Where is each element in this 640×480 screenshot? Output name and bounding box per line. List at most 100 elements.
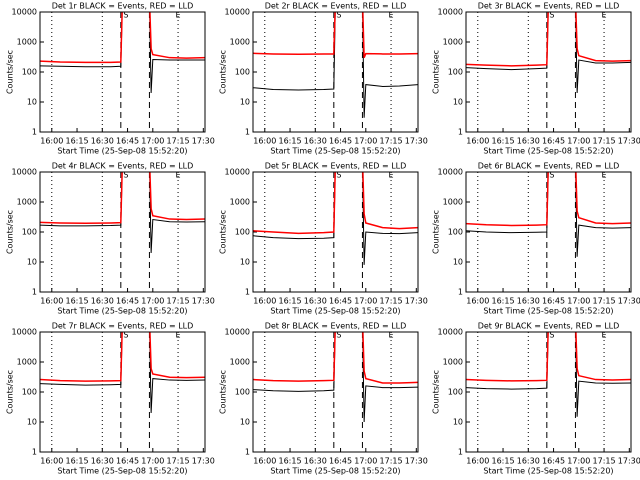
y-axis-label: Counts/sec xyxy=(432,210,441,254)
y-tick-label: 10 xyxy=(453,418,463,427)
y-tick-label: 100 xyxy=(235,68,250,77)
panel: Det 2r BLACK = Events, RED = LLD Start Ti… xyxy=(219,2,428,156)
x-tick-label: 17:30 xyxy=(405,137,428,146)
x-tick-label: 16:45 xyxy=(116,457,139,466)
x-tick-label: 16:00 xyxy=(466,137,489,146)
chart-title: Det 2r BLACK = Events, RED = LLD xyxy=(265,2,407,11)
y-tick-label: 1000 xyxy=(443,38,463,47)
x-tick-label: 17:15 xyxy=(380,457,403,466)
y-tick-label: 10000 xyxy=(225,168,250,177)
panel: Det 3r BLACK = Events, RED = LLD Start Ti… xyxy=(432,2,640,156)
series-line xyxy=(466,12,631,93)
x-tick-label: 17:15 xyxy=(593,137,616,146)
chart-title: Det 1r BLACK = Events, RED = LLD xyxy=(52,2,194,11)
annotation: S xyxy=(336,11,341,20)
y-tick-label: 10 xyxy=(453,98,463,107)
y-tick-label: 1 xyxy=(458,128,463,137)
x-tick-label: 16:30 xyxy=(517,297,540,306)
x-tick-label: 16:30 xyxy=(91,137,114,146)
chart-title: Det 7r BLACK = Events, RED = LLD xyxy=(52,322,194,331)
panel: Det 6r BLACK = Events, RED = LLD Start Ti… xyxy=(432,162,640,316)
y-axis-label: Counts/sec xyxy=(6,210,15,254)
y-tick-label: 10000 xyxy=(12,8,37,17)
x-tick-label: 16:15 xyxy=(66,137,89,146)
x-tick-label: 17:00 xyxy=(567,457,590,466)
x-tick-label: 17:15 xyxy=(593,297,616,306)
annotation: E xyxy=(389,331,394,340)
plot-frame xyxy=(39,11,206,133)
x-tick-label: 17:00 xyxy=(354,137,377,146)
plot-frame xyxy=(252,171,419,293)
x-tick-label: 16:00 xyxy=(40,297,63,306)
y-tick-label: 10000 xyxy=(438,8,463,17)
panel: Det 8r BLACK = Events, RED = LLD Start Ti… xyxy=(219,322,428,476)
y-axis-label: Counts/sec xyxy=(219,50,228,94)
panel: Det 5r BLACK = Events, RED = LLD Start Ti… xyxy=(219,162,428,316)
plot-frame xyxy=(39,171,206,293)
x-tick-label: 17:30 xyxy=(192,457,215,466)
plot-frame xyxy=(252,331,419,453)
x-axis-label: Start Time (25-Sep-08 15:52:20) xyxy=(57,467,187,476)
x-tick-label: 16:30 xyxy=(304,297,327,306)
y-tick-label: 1 xyxy=(245,448,250,457)
x-tick-label: 17:15 xyxy=(380,297,403,306)
x-tick-label: 16:15 xyxy=(66,297,89,306)
series-line xyxy=(40,12,205,93)
series-line xyxy=(40,172,205,225)
x-tick-label: 17:30 xyxy=(192,137,215,146)
x-tick-label: 17:00 xyxy=(141,137,164,146)
y-tick-label: 1 xyxy=(245,128,250,137)
x-tick-label: 16:30 xyxy=(304,457,327,466)
x-tick-label: 16:45 xyxy=(329,297,352,306)
plot-frame xyxy=(39,331,206,453)
panel: Det 7r BLACK = Events, RED = LLD Start Ti… xyxy=(6,322,215,476)
y-tick-label: 10 xyxy=(240,258,250,267)
y-axis-label: Counts/sec xyxy=(432,50,441,94)
x-tick-label: 16:45 xyxy=(542,137,565,146)
y-tick-label: 10 xyxy=(27,258,37,267)
x-tick-label: 16:15 xyxy=(279,297,302,306)
chart-title: Det 4r BLACK = Events, RED = LLD xyxy=(52,162,194,171)
panel: Det 1r BLACK = Events, RED = LLD Start Ti… xyxy=(6,2,215,156)
y-tick-label: 1000 xyxy=(230,38,250,47)
series-line xyxy=(466,12,631,67)
y-tick-label: 10 xyxy=(453,258,463,267)
annotation: S xyxy=(123,11,128,20)
x-tick-label: 16:00 xyxy=(253,137,276,146)
y-axis-label: Counts/sec xyxy=(219,370,228,414)
x-tick-label: 17:00 xyxy=(567,137,590,146)
chart-title: Det 9r BLACK = Events, RED = LLD xyxy=(478,322,620,331)
x-tick-label: 16:15 xyxy=(492,137,515,146)
annotation: E xyxy=(176,11,181,20)
x-tick-label: 16:15 xyxy=(279,137,302,146)
plot-frame xyxy=(465,331,632,453)
y-tick-label: 10000 xyxy=(12,328,37,337)
plot-frame xyxy=(465,11,632,133)
series-line xyxy=(40,332,205,382)
series-line xyxy=(253,172,418,265)
panel: Det 4r BLACK = Events, RED = LLD Start Ti… xyxy=(6,162,215,316)
y-tick-label: 10000 xyxy=(438,328,463,337)
series-line xyxy=(253,12,418,118)
x-tick-label: 17:30 xyxy=(405,457,428,466)
x-tick-label: 16:30 xyxy=(91,297,114,306)
x-tick-label: 17:15 xyxy=(167,297,190,306)
x-axis-label: Start Time (25-Sep-08 15:52:20) xyxy=(270,307,400,316)
y-axis-label: Counts/sec xyxy=(6,50,15,94)
series-line xyxy=(253,332,418,384)
y-tick-label: 1 xyxy=(32,128,37,137)
x-axis-label: Start Time (25-Sep-08 15:52:20) xyxy=(270,467,400,476)
series-line xyxy=(40,332,205,413)
annotation: E xyxy=(176,171,181,180)
annotation: S xyxy=(549,331,554,340)
y-tick-label: 1000 xyxy=(443,198,463,207)
annotation: E xyxy=(389,11,394,20)
chart-title: Det 3r BLACK = Events, RED = LLD xyxy=(478,2,620,11)
y-tick-label: 1000 xyxy=(230,198,250,207)
y-tick-label: 10 xyxy=(240,98,250,107)
y-tick-label: 1000 xyxy=(17,358,37,367)
x-tick-label: 16:45 xyxy=(329,137,352,146)
x-tick-label: 16:30 xyxy=(517,457,540,466)
series-line xyxy=(466,172,631,227)
